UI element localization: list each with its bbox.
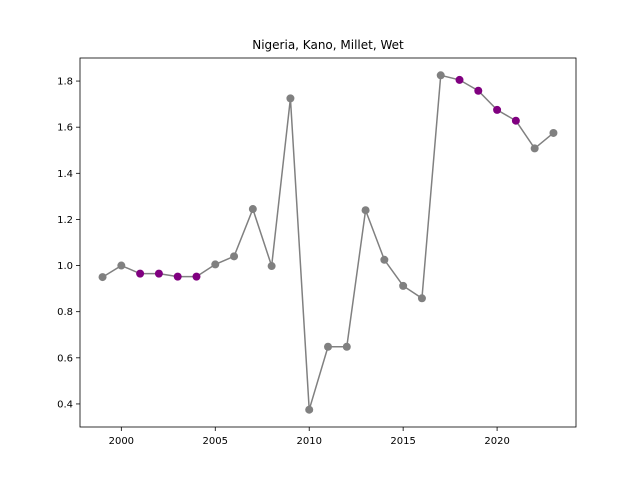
data-point bbox=[305, 405, 314, 414]
data-point-highlighted bbox=[173, 272, 182, 281]
data-point-highlighted bbox=[493, 105, 502, 114]
x-tick-label: 2000 bbox=[109, 436, 134, 447]
data-point bbox=[399, 281, 408, 290]
data-point-highlighted bbox=[455, 75, 464, 84]
y-tick-label: 1.4 bbox=[57, 169, 73, 180]
data-point bbox=[549, 128, 558, 137]
chart-title: Nigeria, Kano, Millet, Wet bbox=[252, 38, 404, 52]
data-point bbox=[380, 255, 389, 264]
y-tick-label: 1.6 bbox=[57, 123, 73, 134]
data-point bbox=[324, 342, 332, 351]
data-point-highlighted bbox=[154, 269, 163, 278]
y-tick-label: 0.4 bbox=[57, 399, 73, 410]
data-point bbox=[417, 294, 426, 303]
data-point bbox=[248, 205, 257, 214]
y-tick-label: 1.8 bbox=[57, 77, 73, 88]
data-point-highlighted bbox=[511, 116, 520, 125]
plot-area: 2000 2005 2010 2015 2020 0.4 0.6 0.8 1.0 1.2 1.4 1.… bbox=[57, 57, 577, 447]
data-point bbox=[98, 273, 107, 282]
data-point-highlighted bbox=[136, 269, 145, 278]
data-point bbox=[530, 144, 539, 153]
axes-frame bbox=[79, 57, 577, 428]
y-tick-label: 0.6 bbox=[57, 353, 73, 364]
x-tick-label: 2020 bbox=[484, 436, 509, 447]
data-point bbox=[211, 260, 220, 269]
data-point bbox=[267, 262, 276, 271]
data-point bbox=[361, 206, 370, 215]
x-tick-label: 2010 bbox=[296, 436, 321, 447]
y-tick-label: 0.8 bbox=[57, 307, 73, 318]
data-point-highlighted bbox=[192, 272, 201, 281]
data-point bbox=[117, 261, 126, 270]
y-tick-label: 1.2 bbox=[57, 215, 73, 226]
data-point bbox=[230, 252, 239, 261]
y-tick-label: 1.0 bbox=[57, 261, 73, 272]
data-point bbox=[286, 94, 295, 103]
x-tick-label: 2015 bbox=[390, 436, 415, 447]
data-point bbox=[436, 71, 445, 80]
x-tick-label: 2005 bbox=[203, 436, 228, 447]
data-point-highlighted bbox=[474, 86, 483, 95]
data-point bbox=[342, 342, 351, 351]
